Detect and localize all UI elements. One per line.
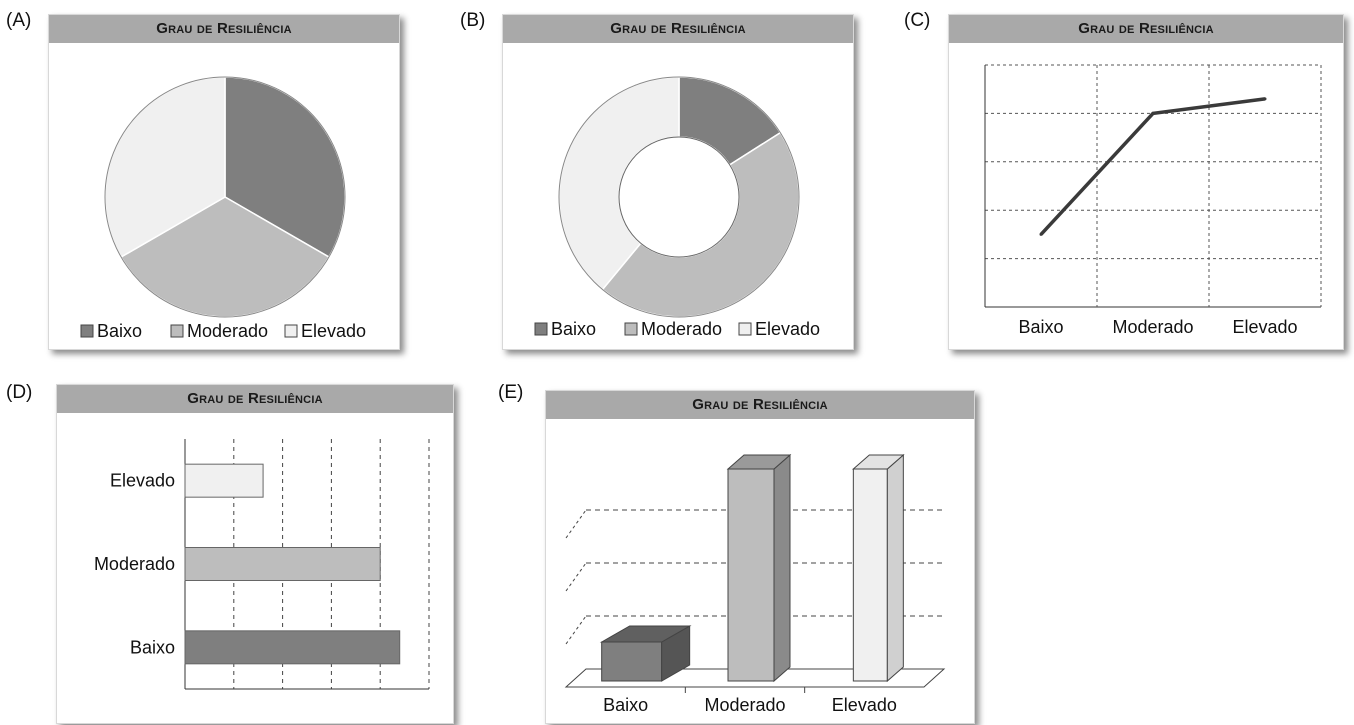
- bar-baixo: [184, 630, 401, 665]
- bar-top-moderado: [726, 454, 792, 470]
- legend-label-elevado: Elevado: [755, 319, 820, 339]
- data-point-elevado: [1263, 97, 1267, 101]
- panel-label-e: (E): [498, 382, 524, 403]
- panel-label-a: (A): [6, 10, 32, 31]
- y-tick-label-moderado: Moderado: [94, 554, 175, 574]
- data-point-moderado: [1151, 111, 1155, 115]
- x-tick-label-elevado: Elevado: [832, 695, 897, 715]
- column-chart-3d: Baixo Moderado Elevado: [564, 453, 946, 715]
- bar-chart: Baixo Moderado Elevado: [94, 439, 430, 690]
- legend-label-baixo: Baixo: [97, 321, 142, 341]
- x-tick-label-baixo: Baixo: [603, 695, 648, 715]
- x-tick-label-elevado: Elevado: [1232, 317, 1297, 337]
- panel-label-d: (D): [6, 382, 33, 403]
- bar-side-moderado: [773, 453, 791, 683]
- legend-label-moderado: Moderado: [641, 319, 722, 339]
- bar-front-elevado: [852, 468, 888, 682]
- legend-label-moderado: Moderado: [187, 321, 268, 341]
- gridline-side: [565, 615, 587, 645]
- chart-panel-a: Grau de Resiliência Baixo Moderado Elevado: [48, 14, 400, 350]
- legend-swatch-elevado: [284, 324, 298, 338]
- chart-panel-d: Grau de Resiliência Baixo Moderado Elevado: [56, 384, 454, 724]
- x-tick-label-baixo: Baixo: [1018, 317, 1063, 337]
- legend-swatch-moderado: [170, 324, 184, 338]
- bar-top-baixo: [599, 625, 692, 643]
- donut-chart: Baixo Moderado Elevado: [534, 76, 820, 339]
- line-chart: Baixo Moderado Elevado: [984, 64, 1322, 337]
- bar-top-elevado: [852, 454, 905, 470]
- gridline-side: [565, 509, 587, 539]
- chart-title: Grau de Resiliência: [546, 391, 974, 419]
- bar-moderado: [184, 547, 381, 581]
- pie-outline: [558, 76, 800, 318]
- gridline-side: [565, 562, 587, 592]
- chart-panel-b: Grau de Resiliência Baixo Moderado Elevado: [502, 14, 854, 350]
- bar-side-elevado: [886, 453, 904, 683]
- legend-swatch-baixo: [80, 324, 94, 338]
- legend-swatch-moderado: [624, 322, 638, 336]
- x-tick-label-moderado: Moderado: [1112, 317, 1193, 337]
- legend-swatch-baixo: [534, 322, 548, 336]
- pie-chart: Baixo Moderado Elevado: [80, 76, 366, 341]
- bar-front-baixo: [601, 641, 663, 682]
- pie-outline: [104, 76, 346, 318]
- bar-front-moderado: [727, 468, 775, 682]
- panel-label-b: (B): [460, 10, 486, 31]
- y-tick-label-baixo: Baixo: [130, 637, 175, 657]
- bar-elevado: [184, 463, 264, 498]
- chart-title: Grau de Resiliência: [57, 385, 453, 413]
- legend-label-baixo: Baixo: [551, 319, 596, 339]
- x-tick-label-moderado: Moderado: [704, 695, 785, 715]
- chart-title: Grau de Resiliência: [949, 15, 1343, 43]
- legend-swatch-elevado: [738, 322, 752, 336]
- chart-panel-c: Grau de Resiliência Baixo Moderado Elevado: [948, 14, 1344, 350]
- chart-title: Grau de Resiliência: [503, 15, 853, 43]
- panel-label-c: (C): [904, 10, 931, 31]
- legend-label-elevado: Elevado: [301, 321, 366, 341]
- y-tick-label-elevado: Elevado: [110, 471, 175, 491]
- series-line: [1039, 97, 1266, 236]
- donut-hole: [618, 136, 740, 258]
- chart-panel-e: Grau de Resiliência Baixo Moderado Elevado: [545, 390, 975, 724]
- data-point-baixo: [1039, 232, 1043, 236]
- chart-title: Grau de Resiliência: [49, 15, 399, 43]
